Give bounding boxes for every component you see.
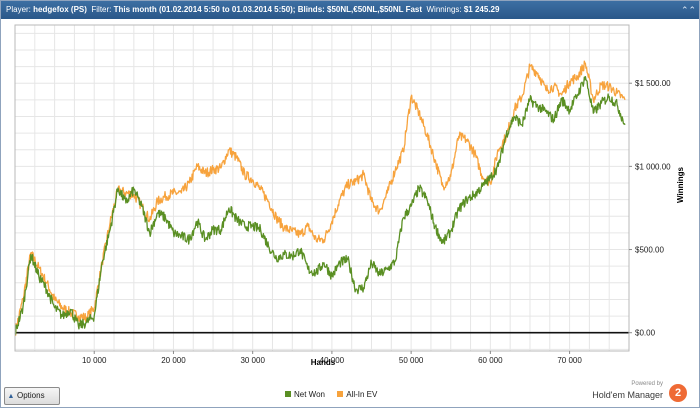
options-button-label: Options [17,391,45,400]
x-tick-label: 40 000 [320,356,345,365]
legend-swatch-net-won [285,391,291,397]
legend-label-net-won: Net Won [294,390,325,399]
chart-legend: Net Won All-In EV [285,389,387,401]
filter-value: This month (01.02.2014 5:50 to 01.03.201… [113,5,423,14]
winnings-value: $1 245.29 [463,5,500,14]
x-tick-label: 50 000 [399,356,424,365]
hm2-logo: 2 [669,384,687,402]
y-tick-label: $500.00 [635,246,664,255]
legend-item-all-in-ev[interactable]: All-In EV [337,390,377,399]
player-label: Player: [6,5,31,14]
x-tick-label: 20 000 [161,356,186,365]
y-tick-label: $0.00 [635,329,656,338]
brand-name: Hold'em Manager [592,390,663,400]
winnings-chart: 10 000 20 000 30 000 40 000 50 000 60 000 70 0… [14,24,685,367]
triangle-up-icon: ▲ [7,393,15,400]
winnings-label: Winnings: [426,5,462,14]
legend-item-net-won[interactable]: Net Won [285,390,327,399]
x-axis-label: Hands [311,358,336,367]
y-tick-label: $1 000.00 [635,162,671,171]
filter-bar: Player: hedgefox (PS) Filter: This month… [1,1,699,19]
x-tick-label: 70 000 [557,356,582,365]
x-tick-label: 30 000 [240,356,265,365]
powered-by-label: Powered by [631,381,663,387]
legend-swatch-all-in-ev [337,391,344,397]
legend-label-all-in-ev: All-In EV [346,390,378,399]
plot-frame [14,24,630,352]
branding: Powered by Hold'em Manager 2 [589,381,689,405]
y-axis-label: Winnings [676,166,685,202]
series-line-net-won [14,75,626,335]
chart-grid [14,25,630,351]
filter-label: Filter: [91,5,112,14]
y-tick-label: $1 500.00 [635,79,671,88]
double-chevron-up-icon[interactable]: ⌃⌃ [681,5,697,15]
x-tick-label: 10 000 [82,356,107,365]
options-button[interactable]: ▲ Options [4,387,60,405]
x-tick-label: 60 000 [478,356,503,365]
player-value: hedgefox (PS) [33,5,87,14]
